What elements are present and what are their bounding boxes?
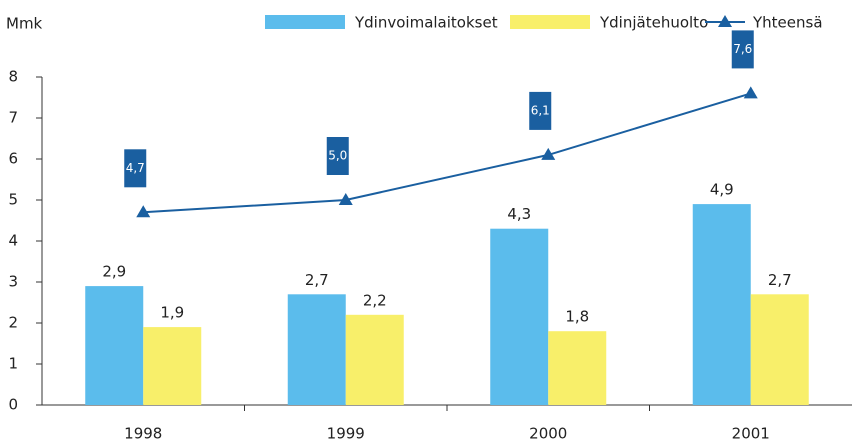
line bbox=[143, 92, 752, 214]
x-tick-label: 2001 bbox=[732, 425, 770, 443]
y-tick-label: 5 bbox=[8, 191, 18, 209]
value-box bbox=[124, 149, 147, 188]
y-tick-label: 8 bbox=[8, 68, 18, 86]
legend-marker bbox=[718, 15, 732, 27]
bar bbox=[548, 331, 607, 405]
bar bbox=[143, 327, 202, 405]
bar-value-label: 2,2 bbox=[363, 291, 387, 309]
y-tick-label: 2 bbox=[8, 314, 18, 332]
value-box bbox=[731, 30, 754, 69]
bar bbox=[692, 204, 751, 405]
bar-value-label: 2,7 bbox=[768, 271, 792, 289]
line-marker bbox=[136, 205, 151, 218]
x-tick-label: 2000 bbox=[529, 425, 567, 443]
bar bbox=[490, 228, 549, 405]
bar bbox=[750, 294, 809, 405]
line-value-label: 7,6 bbox=[733, 42, 752, 56]
line-value-label: 4,7 bbox=[126, 161, 145, 175]
bar bbox=[287, 294, 346, 405]
bar bbox=[345, 314, 404, 405]
x-tick-label: 1998 bbox=[124, 425, 162, 443]
bar-value-label: 4,9 bbox=[710, 181, 734, 199]
line-marker bbox=[743, 86, 758, 99]
y-tick-label: 6 bbox=[8, 150, 18, 168]
legend-swatch bbox=[265, 15, 345, 29]
bar-value-label: 2,9 bbox=[102, 263, 126, 281]
bar-value-label: 1,8 bbox=[565, 308, 589, 326]
y-tick-label: 0 bbox=[8, 396, 18, 414]
legend-swatch bbox=[510, 15, 590, 29]
x-tick-label: 1999 bbox=[327, 425, 365, 443]
bar-value-label: 4,3 bbox=[507, 205, 531, 223]
line-marker bbox=[338, 193, 353, 205]
y-tick-label: 1 bbox=[8, 355, 18, 373]
line-value-label: 6,1 bbox=[531, 103, 550, 117]
legend-label: Yhteensä bbox=[752, 14, 823, 32]
bar bbox=[85, 286, 144, 405]
y-tick-label: 3 bbox=[8, 273, 18, 291]
value-box bbox=[529, 91, 552, 130]
value-box bbox=[326, 137, 349, 175]
bar-value-label: 2,7 bbox=[305, 271, 329, 289]
y-axis-label: Mmk bbox=[6, 15, 43, 33]
y-tick-label: 4 bbox=[8, 232, 18, 250]
bar-value-label: 1,9 bbox=[160, 304, 184, 322]
line-marker bbox=[541, 147, 556, 160]
legend-label: Ydinjätehuolto bbox=[599, 14, 708, 32]
line-value-label: 5,0 bbox=[328, 149, 347, 163]
legend-label: Ydinvoimalaitokset bbox=[354, 14, 498, 32]
y-tick-label: 7 bbox=[8, 109, 18, 127]
